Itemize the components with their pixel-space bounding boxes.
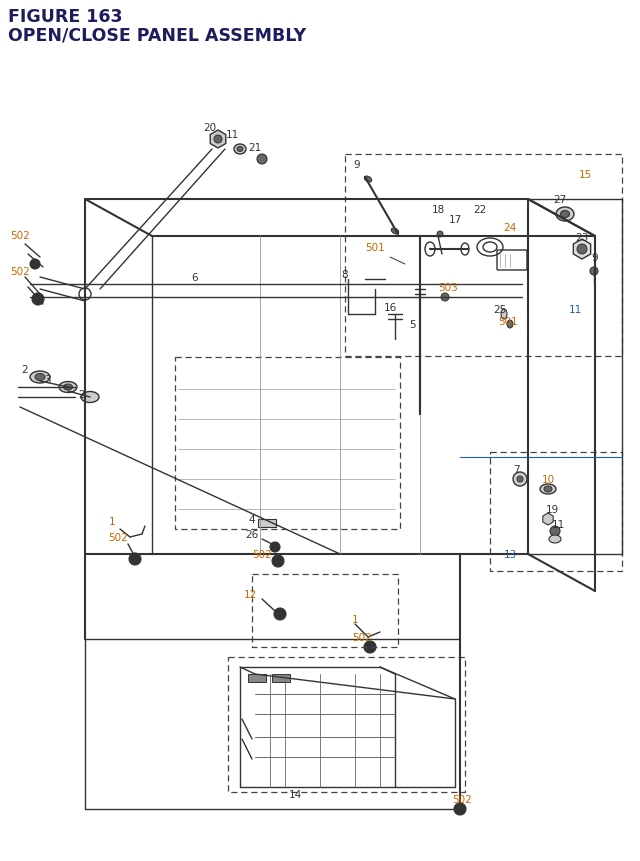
Ellipse shape: [549, 536, 561, 543]
Circle shape: [437, 232, 443, 238]
Circle shape: [550, 526, 560, 536]
Ellipse shape: [59, 382, 77, 393]
Text: 502: 502: [452, 794, 472, 804]
Ellipse shape: [364, 177, 372, 183]
Text: 6: 6: [192, 273, 198, 282]
Text: 17: 17: [449, 214, 461, 225]
Ellipse shape: [237, 147, 243, 152]
Text: 9: 9: [592, 253, 598, 263]
Text: 21: 21: [248, 143, 262, 152]
Ellipse shape: [63, 385, 72, 391]
Text: 1: 1: [109, 517, 115, 526]
Text: 2: 2: [79, 389, 85, 400]
Ellipse shape: [556, 208, 574, 222]
Circle shape: [577, 245, 587, 255]
Text: 12: 12: [243, 589, 257, 599]
Text: 11: 11: [552, 519, 564, 530]
Bar: [248, 674, 266, 682]
Ellipse shape: [234, 145, 246, 155]
Ellipse shape: [501, 310, 507, 319]
Text: 14: 14: [289, 789, 301, 799]
Text: 18: 18: [431, 205, 445, 214]
Text: 16: 16: [383, 303, 397, 313]
Text: 503: 503: [438, 282, 458, 293]
FancyBboxPatch shape: [258, 519, 276, 528]
Text: 13: 13: [504, 549, 516, 560]
Circle shape: [272, 555, 284, 567]
Circle shape: [454, 803, 466, 815]
Circle shape: [517, 476, 523, 482]
Text: 5: 5: [409, 319, 415, 330]
Text: 20: 20: [204, 123, 216, 133]
Text: 502: 502: [252, 549, 272, 560]
Text: 7: 7: [513, 464, 519, 474]
Text: FIGURE 163: FIGURE 163: [8, 8, 122, 26]
Text: 502: 502: [108, 532, 128, 542]
Text: 11: 11: [225, 130, 239, 139]
Text: 501: 501: [365, 243, 385, 253]
Text: 25: 25: [493, 305, 507, 314]
Text: 11: 11: [568, 305, 582, 314]
Ellipse shape: [81, 392, 99, 403]
Circle shape: [274, 608, 286, 620]
Circle shape: [590, 268, 598, 276]
Text: 15: 15: [579, 170, 591, 180]
Text: 9: 9: [354, 160, 360, 170]
Circle shape: [364, 641, 376, 653]
Text: OPEN/CLOSE PANEL ASSEMBLY: OPEN/CLOSE PANEL ASSEMBLY: [8, 26, 306, 44]
Text: 26: 26: [245, 530, 259, 539]
Text: 3: 3: [44, 375, 51, 385]
Text: 1: 1: [352, 614, 358, 624]
Circle shape: [129, 554, 141, 566]
Text: 502: 502: [10, 267, 30, 276]
Text: 502: 502: [352, 632, 372, 642]
Text: 27: 27: [554, 195, 566, 205]
Ellipse shape: [30, 372, 50, 383]
Ellipse shape: [540, 485, 556, 494]
Circle shape: [513, 473, 527, 486]
Text: 24: 24: [504, 223, 516, 232]
Ellipse shape: [35, 374, 45, 381]
Text: 4: 4: [249, 514, 255, 524]
Ellipse shape: [391, 229, 399, 235]
Circle shape: [79, 288, 91, 300]
Ellipse shape: [507, 320, 513, 329]
Ellipse shape: [544, 486, 552, 492]
Text: 10: 10: [541, 474, 555, 485]
Circle shape: [214, 136, 222, 144]
Text: 2: 2: [22, 364, 28, 375]
Circle shape: [270, 542, 280, 553]
Circle shape: [30, 260, 40, 269]
Ellipse shape: [561, 211, 570, 218]
Text: 19: 19: [545, 505, 559, 514]
Text: 23: 23: [575, 232, 589, 243]
Bar: [272, 674, 290, 682]
Circle shape: [257, 155, 267, 164]
Text: 8: 8: [342, 269, 348, 280]
Circle shape: [441, 294, 449, 301]
Circle shape: [32, 294, 44, 306]
Text: 502: 502: [10, 231, 30, 241]
Text: 22: 22: [474, 205, 486, 214]
Text: 501: 501: [498, 317, 518, 326]
